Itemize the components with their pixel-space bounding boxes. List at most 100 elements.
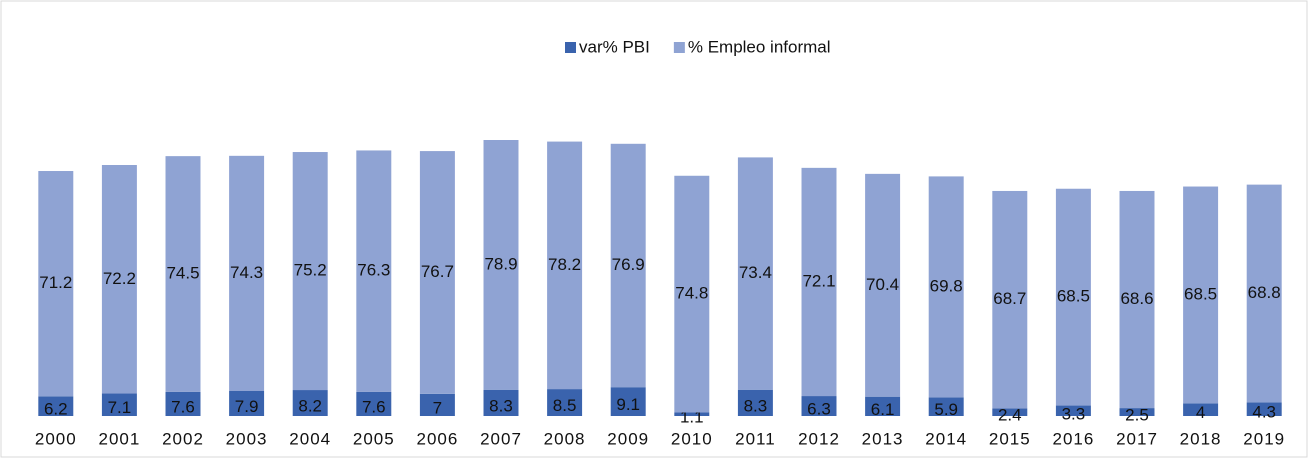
bar-segment (674, 175, 710, 413)
data-label: 72.2 (103, 269, 136, 288)
data-label: 8.3 (744, 396, 768, 415)
x-tick-label: 2015 (989, 429, 1031, 448)
data-label: 71.2 (39, 273, 72, 292)
data-label: 8.3 (489, 396, 513, 415)
x-tick-label: 2002 (162, 429, 204, 448)
x-tick-label: 2004 (289, 429, 331, 448)
bar-segment (38, 171, 74, 397)
data-label: 7.6 (171, 397, 195, 416)
x-tick-label: 2017 (1116, 429, 1158, 448)
x-tick-label: 2007 (480, 429, 522, 448)
data-label: 8.2 (298, 397, 322, 416)
data-label: 6.3 (807, 400, 831, 419)
legend-label: var% PBI (579, 37, 650, 56)
bar-segment (419, 151, 455, 394)
bar-segment (674, 412, 710, 416)
x-tick-label: 2018 (1180, 429, 1222, 448)
data-label: 4.3 (1252, 403, 1276, 422)
x-tick-label: 2010 (671, 429, 713, 448)
bar-segment (547, 141, 583, 390)
data-label: 73.4 (739, 263, 772, 282)
bar-segment (610, 387, 646, 416)
bar-segment (292, 390, 328, 416)
bar-segment (165, 391, 201, 416)
data-label: 68.8 (1248, 283, 1281, 302)
x-tick-label: 2001 (98, 429, 140, 448)
data-label: 76.7 (421, 262, 454, 281)
data-label: 68.5 (1057, 287, 1090, 306)
data-label: 4 (1196, 403, 1205, 422)
data-label: 75.2 (294, 261, 327, 280)
x-tick-label: 2005 (353, 429, 395, 448)
bar-segment (101, 393, 137, 416)
bar-segment (865, 173, 901, 397)
data-label: 76.9 (612, 255, 645, 274)
x-tick-label: 2016 (1052, 429, 1094, 448)
data-label: 5.9 (934, 400, 958, 419)
x-tick-label: 2003 (226, 429, 268, 448)
bar-segment (483, 389, 519, 416)
data-label: 68.5 (1184, 284, 1217, 303)
data-label: 74.8 (675, 284, 708, 303)
data-label: 74.3 (230, 263, 263, 282)
data-label: 78.2 (548, 255, 581, 274)
data-label: 7.9 (235, 397, 259, 416)
bar-segment (229, 155, 265, 391)
bar-segment (737, 157, 773, 390)
bar-segment (356, 150, 392, 392)
bar-segment (992, 190, 1028, 409)
x-tick-label: 2008 (544, 429, 586, 448)
data-label: 2.5 (1125, 406, 1149, 425)
data-label: 76.3 (357, 261, 390, 280)
bar-segment (1119, 408, 1155, 416)
bar-segment (1246, 402, 1282, 416)
data-label: 69.8 (930, 276, 963, 295)
bar-segment (928, 397, 964, 416)
x-tick-label: 2011 (735, 429, 776, 448)
data-label: 6.1 (871, 400, 895, 419)
bar-segment (483, 140, 519, 390)
bar-segment (229, 390, 265, 416)
bar-segment (801, 167, 837, 397)
bar-segment (1055, 188, 1091, 406)
data-label: 72.1 (802, 271, 835, 290)
data-label: 68.6 (1120, 289, 1153, 308)
x-tick-label: 2019 (1243, 429, 1285, 448)
data-label: 74.5 (166, 264, 199, 283)
bar-segment (356, 391, 392, 416)
legend-swatch (673, 42, 685, 53)
data-label: 78.9 (484, 254, 517, 273)
x-tick-label: 2000 (35, 429, 77, 448)
bar-segment (865, 396, 901, 416)
data-label: 7.6 (362, 397, 386, 416)
legend-swatch (565, 42, 576, 53)
bar-segment (1119, 190, 1155, 409)
bar-segment (610, 143, 646, 388)
bar-segment (801, 396, 837, 416)
data-label: 9.1 (616, 395, 640, 414)
x-tick-label: 2006 (416, 429, 458, 448)
bar-segment (992, 408, 1028, 416)
bar-segment (1055, 405, 1091, 416)
bar-segment (547, 389, 583, 416)
bar-segment (292, 152, 328, 391)
bar-segment (1183, 186, 1219, 404)
bar-segment (101, 165, 137, 394)
x-tick-label: 2014 (925, 429, 967, 448)
bar-segment (737, 389, 773, 416)
data-label: 68.7 (993, 289, 1026, 308)
x-tick-label: 2009 (607, 429, 649, 448)
x-tick-label: 2013 (862, 429, 904, 448)
data-label: 3.3 (1062, 404, 1086, 423)
bar-segment (1183, 403, 1219, 416)
data-label: 70.4 (866, 275, 899, 294)
data-label: 6.2 (44, 400, 68, 419)
bar-segment (1246, 184, 1282, 403)
data-label: 7 (433, 398, 442, 417)
data-label: 7.1 (108, 398, 132, 417)
x-tick-label: 2012 (798, 429, 840, 448)
bar-segment (419, 393, 455, 416)
bar-segment (928, 176, 964, 398)
data-label: 8.5 (553, 396, 577, 415)
